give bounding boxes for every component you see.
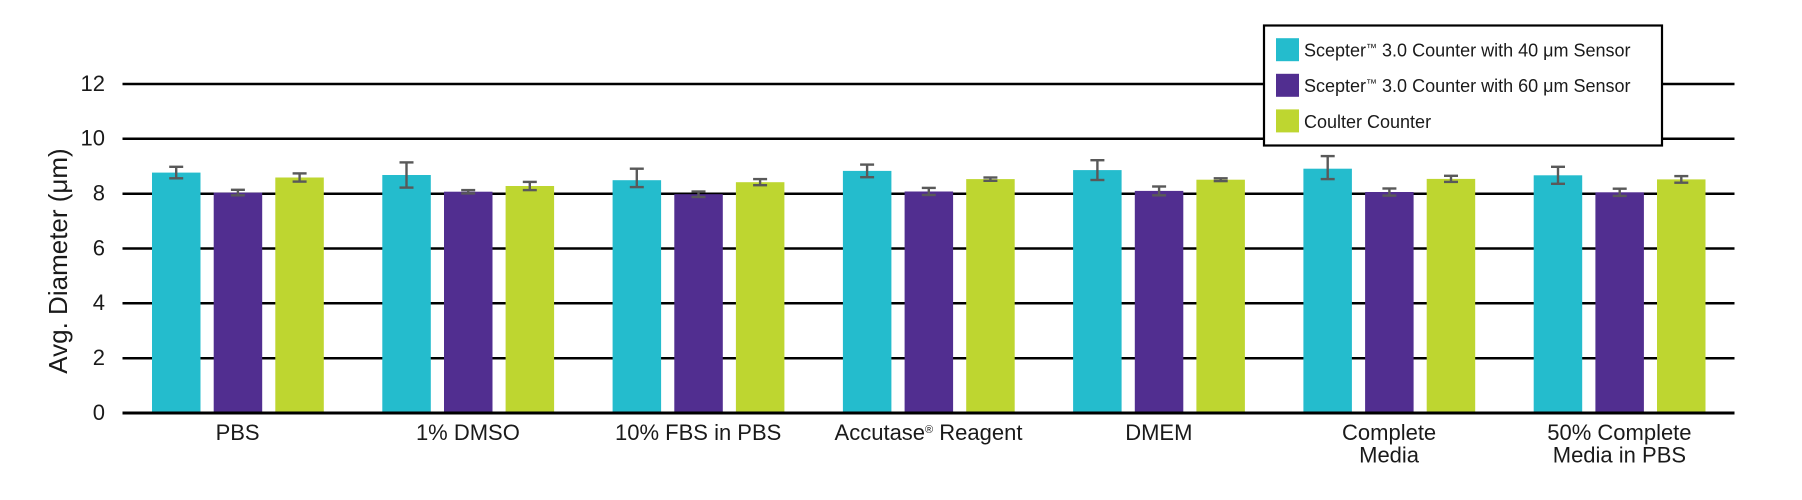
svg-text:Avg. Diameter (μm): Avg. Diameter (μm) bbox=[43, 148, 73, 373]
svg-text:12: 12 bbox=[81, 71, 105, 96]
svg-text:DMEM: DMEM bbox=[1125, 420, 1192, 445]
svg-text:Media: Media bbox=[1359, 443, 1420, 468]
svg-text:Scepter™ 3.0 Counter with 60 μ: Scepter™ 3.0 Counter with 60 μm Sensor bbox=[1304, 76, 1631, 96]
svg-text:Media in PBS: Media in PBS bbox=[1553, 443, 1686, 468]
svg-text:10% FBS in PBS: 10% FBS in PBS bbox=[615, 420, 781, 445]
svg-text:0: 0 bbox=[93, 400, 105, 425]
svg-text:1% DMSO: 1% DMSO bbox=[416, 420, 520, 445]
svg-text:50% Complete: 50% Complete bbox=[1547, 420, 1691, 445]
svg-text:6: 6 bbox=[93, 235, 105, 260]
svg-text:Scepter™ 3.0 Counter with 40 μ: Scepter™ 3.0 Counter with 40 μm Sensor bbox=[1304, 41, 1631, 61]
svg-text:Complete: Complete bbox=[1342, 420, 1436, 445]
svg-text:8: 8 bbox=[93, 181, 105, 206]
svg-text:2: 2 bbox=[93, 345, 105, 370]
svg-text:4: 4 bbox=[93, 290, 105, 315]
svg-text:Coulter Counter: Coulter Counter bbox=[1304, 112, 1431, 132]
svg-text:10: 10 bbox=[81, 126, 105, 151]
svg-text:PBS: PBS bbox=[216, 420, 260, 445]
